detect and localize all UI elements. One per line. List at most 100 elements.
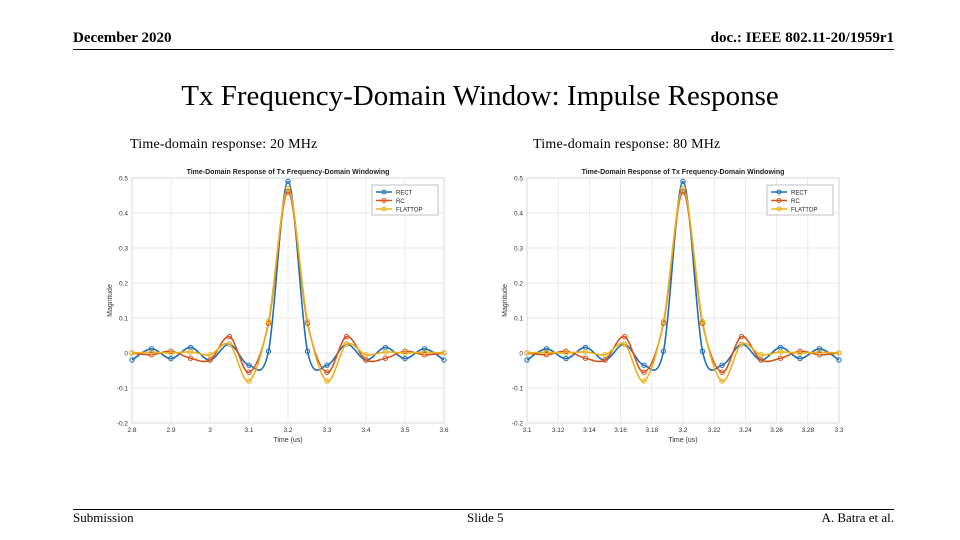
data-point-rc (304, 320, 311, 326)
data-point-flattop (363, 352, 369, 358)
legend-label: RC (396, 199, 405, 205)
data-point-flattop (265, 318, 272, 325)
data-point-flattop (148, 349, 155, 356)
chart-80mhz: 0.5 0.4 0.3 0.2 0.1 0 -0.1 -0.23.1 3.12 3.14 3.16 3… (502, 169, 844, 444)
x-tick-label: 2.9 (166, 427, 175, 434)
data-point-flattop (719, 378, 725, 384)
subtitle-80mhz: Time-domain response: 80 MHz (533, 137, 721, 152)
data-point-rc (265, 320, 272, 326)
chart-title: Time-Domain Response of Tx Frequency-Dom… (187, 169, 390, 176)
data-point-flattop (285, 185, 291, 192)
data-point-rc (621, 333, 628, 340)
x-tick-label: 3.5 (400, 427, 409, 434)
data-point-flattop (304, 318, 311, 325)
header-date: December 2020 (73, 30, 172, 46)
x-tick-label: 3.16 (614, 427, 627, 434)
legend-label: RECT (791, 190, 808, 196)
data-point-flattop (324, 378, 330, 384)
x-tick-label: 2.8 (127, 427, 136, 434)
legend-marker (381, 206, 387, 212)
legend-label: FLATTOP (791, 207, 817, 213)
y-tick-label: 0.2 (514, 281, 523, 288)
data-point-rect (680, 178, 686, 185)
data-point-flattop (402, 350, 408, 356)
data-point-flattop (168, 350, 174, 356)
data-point-rect (441, 357, 447, 363)
data-point-flattop (621, 341, 628, 347)
data-point-rect (246, 362, 252, 368)
data-point-rc (168, 348, 174, 354)
y-tick-label: 0.2 (119, 281, 128, 288)
data-point-rect (285, 178, 291, 185)
data-point-rect (304, 348, 311, 354)
data-point-rc (738, 333, 745, 340)
data-point-rect (816, 346, 823, 352)
y-tick-label: 0.1 (119, 316, 128, 323)
x-axis-label: Time (us) (273, 437, 302, 444)
x-tick-label: 3.2 (678, 427, 687, 434)
data-point-rc (699, 320, 706, 326)
data-point-rc (816, 352, 823, 358)
y-tick-label: 0.4 (514, 211, 523, 218)
legend-label: FLATTOP (396, 207, 422, 213)
x-tick-label: 3.14 (583, 427, 596, 434)
data-point-rect (402, 355, 408, 362)
y-tick-label: -0.1 (512, 386, 524, 393)
data-point-rect (699, 348, 706, 354)
data-point-rect (660, 348, 667, 354)
y-tick-label: -0.1 (117, 386, 129, 393)
data-point-flattop (680, 185, 686, 192)
data-point-rc (660, 320, 667, 326)
y-tick-label: 0.3 (514, 246, 523, 253)
data-point-rc (207, 357, 213, 363)
data-point-rect (563, 355, 569, 362)
data-point-rect (836, 357, 842, 363)
data-point-flattop (660, 318, 667, 325)
data-point-flattop (187, 349, 194, 355)
data-point-rc (758, 357, 764, 363)
series-line-flattop (527, 187, 839, 382)
footer-authors: A. Batra et al. (821, 510, 894, 525)
data-point-flattop (343, 341, 350, 347)
chart-title: Time-Domain Response of Tx Frequency-Dom… (582, 169, 785, 176)
data-point-rc (246, 369, 252, 375)
header-divider (73, 49, 894, 50)
y-axis-label: Magnitude (107, 284, 114, 317)
y-tick-label: 0.5 (514, 176, 523, 183)
data-point-rect (524, 357, 530, 363)
x-tick-label: 3.6 (439, 427, 448, 434)
data-point-flattop (524, 350, 530, 356)
slide-title: Tx Frequency-Domain Window: Impulse Resp… (181, 80, 779, 112)
y-tick-label: 0.1 (514, 316, 523, 323)
series-line-rect (132, 180, 444, 371)
y-tick-label: -0.2 (512, 421, 524, 428)
x-tick-label: 3 (208, 427, 212, 434)
data-point-flattop (441, 350, 447, 356)
x-tick-label: 3.4 (361, 427, 370, 434)
data-point-rc (543, 352, 550, 358)
data-point-rc (324, 369, 330, 375)
y-tick-label: 0 (124, 351, 128, 358)
legend-marker (381, 198, 387, 203)
data-point-rc (777, 355, 784, 361)
legend-marker (776, 206, 782, 212)
data-point-rect (265, 348, 272, 354)
data-point-rc (187, 355, 194, 361)
data-point-flattop (738, 341, 745, 347)
data-point-rect (641, 362, 647, 368)
data-point-flattop (758, 352, 764, 358)
data-point-rc (680, 189, 686, 195)
subtitle-20mhz: Time-domain response: 20 MHz (130, 137, 318, 152)
y-axis-label: Magnitude (502, 284, 509, 317)
legend-label: RC (791, 199, 800, 205)
data-point-rc (402, 348, 408, 354)
data-point-rect (129, 357, 135, 363)
data-point-rect (324, 362, 330, 368)
data-point-flattop (129, 350, 135, 356)
data-point-flattop (382, 349, 389, 355)
data-point-flattop (246, 378, 252, 384)
x-tick-label: 3.3 (322, 427, 331, 434)
legend-marker (776, 189, 782, 195)
data-point-rc (582, 355, 589, 361)
data-point-flattop (563, 350, 569, 356)
